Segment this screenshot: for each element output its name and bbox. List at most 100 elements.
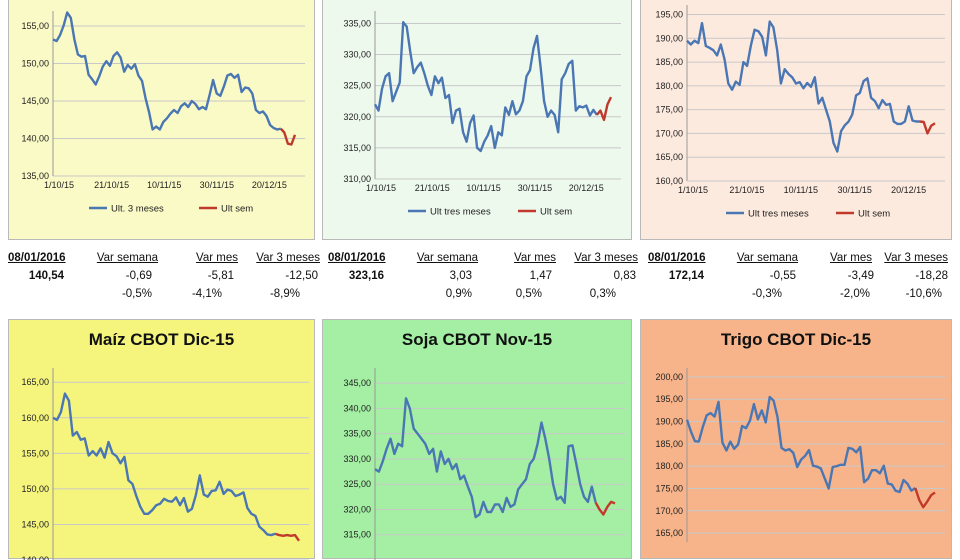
- y-tick-label: 325,00: [343, 81, 371, 91]
- y-tick-label: 180,00: [655, 461, 683, 471]
- chart-title: Trigo CBOT Dic-15: [720, 330, 872, 349]
- y-tick-label: 340,00: [343, 403, 371, 413]
- series-line-week: [594, 500, 616, 516]
- y-tick-label: 140,00: [21, 555, 49, 560]
- y-tick-label: 150,00: [21, 484, 49, 494]
- stat-pct-3m: -10,6%: [905, 288, 942, 300]
- series-line-main: [685, 395, 916, 494]
- series-line-main: [374, 397, 597, 519]
- series-line-main: [52, 11, 282, 131]
- y-tick-label: 330,00: [343, 454, 371, 464]
- y-tick-label: 195,00: [655, 10, 683, 20]
- chart-svg-top-1: 135,00 140,00 145,00 150,00 155,00 1/10/15 21/…: [21, 11, 305, 215]
- y-tick-label: 170,00: [655, 128, 683, 138]
- y-tick-label: 325,00: [343, 479, 371, 489]
- y-tick-label: 160,00: [655, 176, 683, 186]
- y-tick-label: 180,00: [655, 81, 683, 91]
- y-tick-label: 315,00: [343, 143, 371, 153]
- x-tick-label: 21/10/15: [729, 185, 764, 195]
- x-tick-label: 10/11/15: [784, 185, 818, 195]
- x-tick-label: 30/11/15: [200, 180, 234, 190]
- y-tick-label: 160,00: [21, 413, 49, 423]
- stat-abs-3m: 0,83: [613, 270, 636, 282]
- chart-panel-top-1: 135,00 140,00 145,00 150,00 155,00 1/10/15 21/…: [8, 0, 315, 240]
- y-tick-label: 185,00: [655, 439, 683, 449]
- stat-abs-week: 3,03: [449, 270, 472, 282]
- y-tick-label: 135,00: [21, 171, 49, 181]
- y-tick-label: 335,00: [343, 18, 371, 28]
- stat-pct-3m: -8,9%: [269, 288, 300, 300]
- series-line-week: [919, 120, 936, 135]
- stat-header-week: Var semana: [416, 252, 478, 264]
- legend-label-main: Ult tres meses: [430, 207, 491, 218]
- x-tick-label: 30/11/15: [838, 185, 872, 195]
- series-line-week: [595, 96, 613, 122]
- stat-header-week: Var semana: [736, 252, 798, 264]
- stat-abs-week: -0,55: [769, 270, 796, 282]
- chart-panel-top-3: 160,00 165,00 170,00 175,00 180,00 185,00 190,…: [640, 0, 952, 240]
- chart-svg-top-3: 160,00 165,00 170,00 175,00 180,00 185,00 190,…: [655, 5, 945, 220]
- legend-label-week: Ult sem: [221, 204, 253, 215]
- y-tick-label: 185,00: [655, 57, 683, 67]
- stat-date: 08/01/2016: [648, 252, 706, 264]
- y-tick-label: 320,00: [343, 112, 371, 122]
- stat-header-month: Var mes: [830, 252, 872, 264]
- x-tick-label: 21/10/15: [94, 180, 129, 190]
- y-tick-label: 170,00: [655, 506, 683, 516]
- stat-pct-week: 0,9%: [445, 288, 472, 300]
- chart-svg-top-2: 310,00 315,00 320,00 325,00 330,00 335,00 1/10…: [343, 11, 621, 218]
- x-tick-label: 30/11/15: [518, 183, 552, 193]
- y-tick-label: 140,00: [21, 134, 49, 144]
- y-tick-label: 320,00: [343, 504, 371, 514]
- legend-label-week: Ult sem: [858, 209, 890, 220]
- y-tick-label: 345,00: [343, 378, 371, 388]
- chart-title: Maíz CBOT Dic-15: [88, 330, 235, 349]
- stat-abs-month: 1,47: [529, 270, 552, 282]
- y-tick-label: 145,00: [21, 519, 49, 529]
- y-tick-label: 330,00: [343, 50, 371, 60]
- x-tick-label: 1/10/15: [678, 185, 708, 195]
- chart-svg-trigo: 165,00 170,00 175,00 180,00 185,00 190,00 195,…: [655, 368, 945, 542]
- stat-pct-month: -4,1%: [191, 288, 222, 300]
- series-line-main: [373, 21, 598, 153]
- chart-svg-soja: 315,00 320,00 325,00 330,00 335,00 340,00 345,…: [343, 368, 625, 560]
- stat-pct-week: -0,5%: [121, 288, 152, 300]
- stat-abs-month: -3,49: [847, 270, 874, 282]
- x-tick-label: 21/10/15: [415, 183, 450, 193]
- y-tick-label: 155,00: [21, 21, 49, 31]
- y-tick-label: 165,00: [655, 528, 683, 538]
- series-line-week: [914, 487, 936, 509]
- chart-panel-top-2: 310,00 315,00 320,00 325,00 330,00 335,00 1/10…: [322, 0, 632, 240]
- stat-date: 08/01/2016: [328, 252, 386, 264]
- stat-abs-week: -0,69: [125, 270, 152, 282]
- stat-pct-3m: 0,3%: [589, 288, 616, 300]
- x-tick-label: 20/12/15: [891, 185, 926, 195]
- stat-pct-week: -0,3%: [751, 288, 782, 300]
- series-line-main: [686, 20, 920, 153]
- y-tick-label: 335,00: [343, 429, 371, 439]
- legend-label-main: Ult tres meses: [748, 209, 809, 220]
- stat-header-month: Var mes: [196, 252, 238, 264]
- chart-title: Soja CBOT Nov-15: [401, 330, 553, 349]
- x-tick-label: 20/12/15: [252, 180, 287, 190]
- stat-price: 323,16: [348, 270, 384, 282]
- legend-label-week: Ult sem: [540, 207, 572, 218]
- stat-abs-3m: -18,28: [915, 270, 948, 282]
- y-tick-label: 175,00: [655, 483, 683, 493]
- stat-header-3m: Var 3 meses: [574, 252, 638, 264]
- legend-label-main: Ult. 3 meses: [111, 204, 164, 215]
- stat-price: 140,54: [28, 270, 64, 282]
- stat-header-month: Var mes: [514, 252, 556, 264]
- stats-band: 08/01/2016 Var semana Var mes Var 3 mese…: [0, 246, 960, 310]
- stat-abs-month: -5,81: [207, 270, 234, 282]
- stat-date: 08/01/2016: [8, 252, 66, 264]
- y-tick-label: 190,00: [655, 417, 683, 427]
- y-tick-label: 165,00: [21, 377, 49, 387]
- x-tick-label: 10/11/15: [147, 180, 181, 190]
- series-line-week: [274, 532, 300, 542]
- x-tick-label: 1/10/15: [44, 180, 74, 190]
- stat-header-3m: Var 3 meses: [256, 252, 320, 264]
- stat-price: 172,14: [668, 270, 704, 282]
- y-tick-label: 175,00: [655, 105, 683, 115]
- chart-panel-maiz: Maíz CBOT Dic-15 140,00 145,00 150,00 155,0…: [8, 319, 315, 560]
